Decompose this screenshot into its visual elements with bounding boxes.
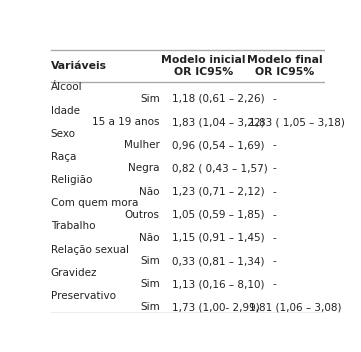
Text: 1,23 (0,71 – 2,12): 1,23 (0,71 – 2,12) [173, 187, 265, 197]
Text: -: - [273, 256, 277, 266]
Text: Sim: Sim [140, 279, 160, 289]
Text: 1,13 (0,16 – 8,10): 1,13 (0,16 – 8,10) [173, 279, 265, 289]
Text: Gravidez: Gravidez [51, 268, 97, 278]
Text: Negra: Negra [128, 163, 160, 174]
Text: 1,05 (0,59 – 1,85): 1,05 (0,59 – 1,85) [173, 210, 265, 220]
Text: -: - [273, 210, 277, 220]
Text: Outros: Outros [125, 210, 160, 220]
Text: -: - [273, 94, 277, 104]
Text: Mulher: Mulher [124, 140, 160, 150]
Text: -: - [273, 140, 277, 150]
Text: 1,83 (1,04 – 3,22): 1,83 (1,04 – 3,22) [173, 117, 265, 127]
Text: Modelo inicial
OR IC95%: Modelo inicial OR IC95% [161, 55, 245, 77]
Text: -: - [273, 163, 277, 174]
Text: Variáveis: Variáveis [51, 61, 107, 71]
Text: 0,96 (0,54 – 1,69): 0,96 (0,54 – 1,69) [173, 140, 265, 150]
Text: 1,83 ( 1,05 – 3,18): 1,83 ( 1,05 – 3,18) [249, 117, 345, 127]
Text: Sexo: Sexo [51, 129, 76, 139]
Text: 0,82 ( 0,43 – 1,57): 0,82 ( 0,43 – 1,57) [173, 163, 268, 174]
Text: 15 a 19 anos: 15 a 19 anos [92, 117, 160, 127]
Text: -: - [273, 233, 277, 243]
Text: 1,73 (1,00- 2,99): 1,73 (1,00- 2,99) [173, 302, 260, 313]
Text: -: - [273, 187, 277, 197]
Text: 1,15 (0,91 – 1,45): 1,15 (0,91 – 1,45) [173, 233, 265, 243]
Text: 0,33 (0,81 – 1,34): 0,33 (0,81 – 1,34) [173, 256, 265, 266]
Text: Religião: Religião [51, 175, 92, 185]
Text: Não: Não [139, 187, 160, 197]
Text: Relação sexual: Relação sexual [51, 245, 129, 254]
Text: Sim: Sim [140, 94, 160, 104]
Text: Sim: Sim [140, 302, 160, 313]
Text: 1,81 (1,06 – 3,08): 1,81 (1,06 – 3,08) [249, 302, 342, 313]
Text: 1,18 (0,61 – 2,26): 1,18 (0,61 – 2,26) [173, 94, 265, 104]
Text: Modelo final
OR IC95%: Modelo final OR IC95% [247, 55, 322, 77]
Text: Sim: Sim [140, 256, 160, 266]
Text: Idade: Idade [51, 106, 80, 115]
Text: Não: Não [139, 233, 160, 243]
Text: Álcool: Álcool [51, 82, 82, 92]
Text: Com quem mora: Com quem mora [51, 198, 138, 208]
Text: Preservativo: Preservativo [51, 291, 116, 301]
Text: Raça: Raça [51, 152, 76, 162]
Text: -: - [273, 279, 277, 289]
Text: Trabalho: Trabalho [51, 221, 95, 231]
